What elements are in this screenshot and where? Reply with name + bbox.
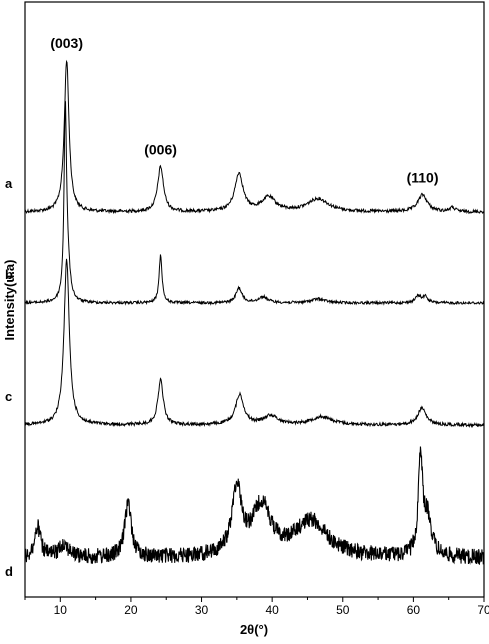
peak-label: (003): [50, 35, 83, 51]
plot-frame: [24, 1, 485, 598]
trace-label-b: b: [5, 267, 13, 282]
x-axis-ticks: 10 20 30 40 50 60 70: [24, 597, 489, 617]
x-tick-label-40: 40: [265, 603, 279, 617]
trace-labels: a b c d: [5, 176, 13, 579]
x-tick-label-30: 30: [195, 603, 209, 617]
y-axis-label: Intensity(u.a): [2, 260, 17, 341]
trace-label-a: a: [5, 176, 13, 191]
trace-a: [24, 59, 485, 215]
x-tick-label-50: 50: [336, 603, 350, 617]
trace-label-c: c: [5, 389, 12, 404]
trace-d: [24, 446, 485, 565]
x-tick-label-10: 10: [54, 603, 68, 617]
x-axis-label: 2θ(°): [240, 622, 268, 637]
peak-label: (006): [144, 142, 177, 158]
trace-c: [24, 258, 485, 428]
x-tick-label-60: 60: [407, 603, 421, 617]
peak-label: (110): [407, 170, 439, 186]
traces: [24, 59, 485, 565]
trace-b: [24, 100, 485, 306]
x-tick-label-70: 70: [477, 603, 489, 617]
peak-annotations: (003) (006) (110): [50, 35, 438, 186]
x-tick-label-20: 20: [124, 603, 138, 617]
trace-label-d: d: [5, 564, 13, 579]
